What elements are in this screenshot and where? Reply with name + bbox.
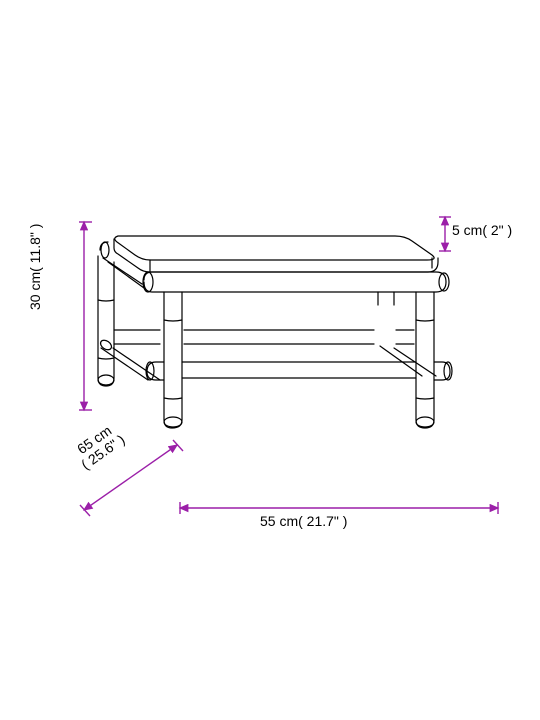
furniture-drawing bbox=[98, 236, 452, 428]
dimension-lines bbox=[79, 217, 498, 516]
width-label: 55 cm( 21.7" ) bbox=[260, 513, 347, 529]
diagram-canvas bbox=[0, 0, 540, 720]
cushion-label: 5 cm( 2" ) bbox=[452, 222, 512, 238]
height-label: 30 cm( 11.8" ) bbox=[27, 224, 43, 310]
